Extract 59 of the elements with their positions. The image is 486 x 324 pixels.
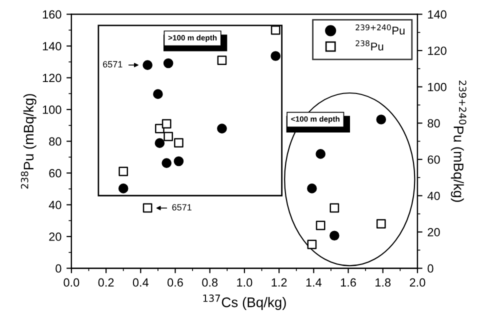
- point: [316, 149, 326, 159]
- legend-label: $^{239+240}$Pu: [356, 24, 404, 35]
- point: [163, 58, 174, 68]
- x-tick-label: 0.0: [64, 278, 80, 287]
- y2-tick-label: 120: [428, 46, 446, 55]
- point: [118, 166, 128, 176]
- y-tick-label: 0: [56, 264, 62, 273]
- point: [162, 119, 172, 128]
- point: [217, 56, 227, 65]
- point: [174, 156, 184, 166]
- point: [376, 219, 386, 228]
- point: [142, 203, 152, 213]
- point: [217, 124, 227, 134]
- x-tick-label: 1.0: [237, 278, 252, 287]
- x-tick-label: 0.8: [202, 278, 218, 287]
- y-tick-label: 120: [42, 74, 62, 82]
- annotation: 6571: [172, 204, 192, 210]
- y-tick-label: 20: [49, 232, 62, 241]
- y-tick-label: 100: [42, 106, 62, 114]
- point: [162, 158, 172, 168]
- y-tick-label: 140: [42, 42, 62, 50]
- point: [118, 184, 128, 194]
- point: [307, 240, 317, 250]
- y2-tick-label: 100: [428, 82, 446, 92]
- point: [174, 138, 184, 148]
- y2-axis-title: $^{239+240}$Pu (mBq/kg): [450, 80, 466, 202]
- x-tick-label: 0.2: [98, 278, 114, 287]
- y2-tick-label: 80: [428, 119, 440, 128]
- point: [164, 132, 174, 142]
- x-tick-label: 1.6: [340, 278, 356, 287]
- x-tick-label: 0.4: [132, 278, 149, 287]
- y-tick-label: 60: [49, 169, 62, 178]
- x-axis-title: $^{137}$Cs (Bq/kg): [203, 294, 286, 310]
- y2-tick-label: 60: [428, 155, 440, 164]
- point: [153, 89, 163, 99]
- point: [316, 220, 326, 230]
- annotation: 6571: [103, 61, 122, 68]
- y2-tick-label: 20: [428, 228, 440, 236]
- point: [376, 114, 386, 124]
- x-tick-label: 1.4: [306, 278, 322, 287]
- point: [330, 203, 340, 213]
- x-tick-label: 1.8: [376, 278, 391, 287]
- y-tick-label: 40: [48, 200, 62, 210]
- point: [154, 138, 165, 148]
- point: [330, 230, 340, 241]
- x-tick-label: 0.6: [168, 278, 183, 287]
- x-tick-label: 1.2: [272, 278, 287, 287]
- y2-tick-label: 140: [428, 10, 446, 19]
- y-tick-label: 80: [49, 137, 62, 146]
- legend-label: $^{238}$Pu: [356, 40, 384, 50]
- point: [307, 184, 317, 194]
- y-tick-label: 160: [42, 10, 62, 19]
- x-tick-label: 2.0: [410, 278, 426, 287]
- point: [270, 51, 281, 61]
- y2-tick-label: 40: [427, 192, 440, 200]
- point: [142, 60, 152, 70]
- y2-tick-label: 0: [428, 264, 434, 273]
- point: [270, 25, 280, 35]
- y-axis-title: $^{238}$Pu (mBq/kg): [20, 94, 36, 189]
